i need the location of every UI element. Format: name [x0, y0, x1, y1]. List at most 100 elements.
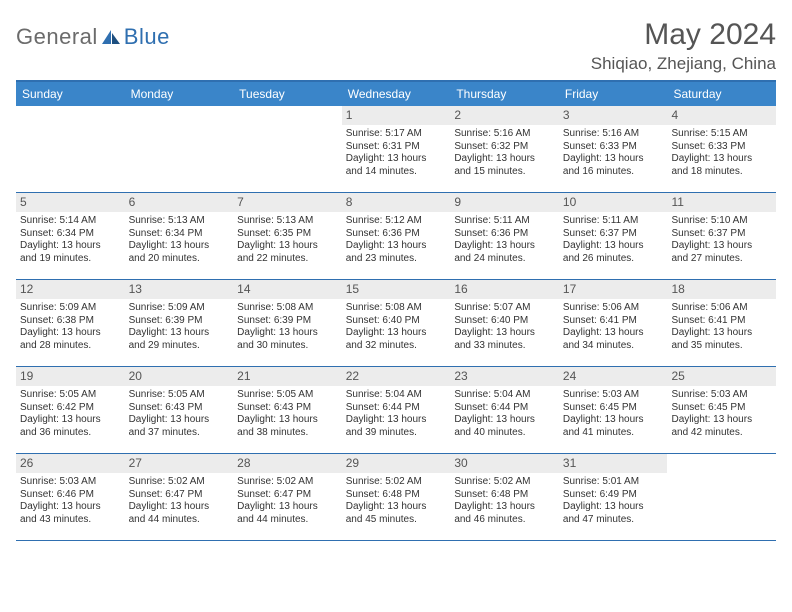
- daylight-text: Daylight: 13 hours: [129, 240, 230, 253]
- day-cell: 24 Sunrise: 5:03 AMSunset: 6:45 PMDayligh…: [559, 367, 668, 453]
- day-cell: 17Sunrise: 5:06 AMSunset: 6:41 PMDayligh…: [559, 280, 668, 366]
- sunrise-text: Sunrise: 5:01 AM: [563, 476, 664, 489]
- day-cell: 14Sunrise: 5:08 AMSunset: 6:39 PMDayligh…: [233, 280, 342, 366]
- sunrise-text: Sunrise: 5:09 AM: [129, 302, 230, 315]
- daylight-text: Daylight: 13 hours: [563, 414, 664, 427]
- daylight-text: Daylight: 13 hours: [671, 153, 772, 166]
- day-number: 15: [342, 280, 451, 299]
- sunset-text: Sunset: 6:45 PM: [563, 402, 664, 415]
- daylight-text: and 39 minutes.: [346, 427, 447, 440]
- day-cell: 23Sunrise: 5:04 AMSunset: 6:44 PMDayligh…: [450, 367, 559, 453]
- daylight-text: Daylight: 13 hours: [346, 327, 447, 340]
- day-cell: 26Sunrise: 5:03 AMSunset: 6:46 PMDayligh…: [16, 454, 125, 540]
- daylight-text: Daylight: 13 hours: [563, 501, 664, 514]
- day-cell: 12Sunrise: 5:09 AMSunset: 6:38 PMDayligh…: [16, 280, 125, 366]
- logo-text-blue: Blue: [124, 24, 170, 50]
- daylight-text: and 23 minutes.: [346, 253, 447, 266]
- daylight-text: and 44 minutes.: [237, 514, 338, 527]
- daylight-text: and 43 minutes.: [20, 514, 121, 527]
- daylight-text: and 38 minutes.: [237, 427, 338, 440]
- day-number: 20: [125, 367, 234, 386]
- day-number: 13: [125, 280, 234, 299]
- daylight-text: Daylight: 13 hours: [346, 414, 447, 427]
- sunset-text: Sunset: 6:48 PM: [454, 489, 555, 502]
- daylight-text: and 18 minutes.: [671, 166, 772, 179]
- daylight-text: Daylight: 13 hours: [454, 240, 555, 253]
- logo: General Blue: [16, 18, 170, 50]
- daylight-text: and 47 minutes.: [563, 514, 664, 527]
- weekday-header: Tuesday: [233, 82, 342, 106]
- day-number: 6: [125, 193, 234, 212]
- sunrise-text: Sunrise: 5:10 AM: [671, 215, 772, 228]
- sunrise-text: Sunrise: 5:02 AM: [237, 476, 338, 489]
- day-number: 9: [450, 193, 559, 212]
- day-cell: 7Sunrise: 5:13 AMSunset: 6:35 PMDaylight…: [233, 193, 342, 279]
- header: General Blue May 2024 Shiqiao, Zhejiang,…: [16, 18, 776, 74]
- daylight-text: Daylight: 13 hours: [237, 414, 338, 427]
- day-number: 27: [125, 454, 234, 473]
- daylight-text: and 44 minutes.: [129, 514, 230, 527]
- daylight-text: Daylight: 13 hours: [563, 153, 664, 166]
- sunset-text: Sunset: 6:40 PM: [346, 315, 447, 328]
- sunset-text: Sunset: 6:45 PM: [671, 402, 772, 415]
- daylight-text: Daylight: 13 hours: [671, 240, 772, 253]
- daylight-text: and 20 minutes.: [129, 253, 230, 266]
- day-number: 31: [559, 454, 668, 473]
- daylight-text: and 22 minutes.: [237, 253, 338, 266]
- day-number: 25: [667, 367, 776, 386]
- day-cell: 31Sunrise: 5:01 AMSunset: 6:49 PMDayligh…: [559, 454, 668, 540]
- sunset-text: Sunset: 6:33 PM: [671, 141, 772, 154]
- day-number: 17: [559, 280, 668, 299]
- day-cell: 11Sunrise: 5:10 AMSunset: 6:37 PMDayligh…: [667, 193, 776, 279]
- day-number: 30: [450, 454, 559, 473]
- sunrise-text: Sunrise: 5:05 AM: [129, 389, 230, 402]
- day-number: 7: [233, 193, 342, 212]
- day-number: 24: [559, 367, 668, 386]
- day-number: 5: [16, 193, 125, 212]
- day-number: 23: [450, 367, 559, 386]
- sunset-text: Sunset: 6:38 PM: [20, 315, 121, 328]
- calendar-page: General Blue May 2024 Shiqiao, Zhejiang,…: [0, 0, 792, 541]
- day-number: 21: [233, 367, 342, 386]
- daylight-text: Daylight: 13 hours: [454, 153, 555, 166]
- day-cell: 30Sunrise: 5:02 AMSunset: 6:48 PMDayligh…: [450, 454, 559, 540]
- sunrise-text: Sunrise: 5:03 AM: [563, 389, 664, 402]
- day-cell: 19Sunrise: 5:05 AMSunset: 6:42 PMDayligh…: [16, 367, 125, 453]
- sunrise-text: Sunrise: 5:11 AM: [454, 215, 555, 228]
- day-cell: 20Sunrise: 5:05 AMSunset: 6:43 PMDayligh…: [125, 367, 234, 453]
- sunrise-text: Sunrise: 5:16 AM: [454, 128, 555, 141]
- weekday-header-row: Sunday Monday Tuesday Wednesday Thursday…: [16, 82, 776, 106]
- daylight-text: Daylight: 13 hours: [563, 240, 664, 253]
- daylight-text: and 37 minutes.: [129, 427, 230, 440]
- day-number: 19: [16, 367, 125, 386]
- daylight-text: and 33 minutes.: [454, 340, 555, 353]
- sunrise-text: Sunrise: 5:02 AM: [129, 476, 230, 489]
- daylight-text: Daylight: 13 hours: [346, 501, 447, 514]
- weeks-container: 1Sunrise: 5:17 AMSunset: 6:31 PMDaylight…: [16, 106, 776, 541]
- day-cell: 3Sunrise: 5:16 AMSunset: 6:33 PMDaylight…: [559, 106, 668, 192]
- sunrise-text: Sunrise: 5:02 AM: [346, 476, 447, 489]
- daylight-text: Daylight: 13 hours: [129, 414, 230, 427]
- daylight-text: Daylight: 13 hours: [454, 501, 555, 514]
- day-number: 29: [342, 454, 451, 473]
- day-number: 8: [342, 193, 451, 212]
- sunset-text: Sunset: 6:39 PM: [129, 315, 230, 328]
- day-cell: [16, 106, 125, 192]
- weekday-header: Wednesday: [342, 82, 451, 106]
- sunrise-text: Sunrise: 5:04 AM: [346, 389, 447, 402]
- sunrise-text: Sunrise: 5:13 AM: [129, 215, 230, 228]
- day-number: 28: [233, 454, 342, 473]
- sunrise-text: Sunrise: 5:17 AM: [346, 128, 447, 141]
- daylight-text: Daylight: 13 hours: [454, 414, 555, 427]
- logo-sail-icon: [100, 28, 122, 46]
- day-number: 3: [559, 106, 668, 125]
- sunrise-text: Sunrise: 5:06 AM: [671, 302, 772, 315]
- daylight-text: and 42 minutes.: [671, 427, 772, 440]
- daylight-text: and 40 minutes.: [454, 427, 555, 440]
- sunset-text: Sunset: 6:44 PM: [346, 402, 447, 415]
- sunrise-text: Sunrise: 5:04 AM: [454, 389, 555, 402]
- sunset-text: Sunset: 6:37 PM: [563, 228, 664, 241]
- sunset-text: Sunset: 6:48 PM: [346, 489, 447, 502]
- day-cell: [233, 106, 342, 192]
- week-row: 19Sunrise: 5:05 AMSunset: 6:42 PMDayligh…: [16, 367, 776, 454]
